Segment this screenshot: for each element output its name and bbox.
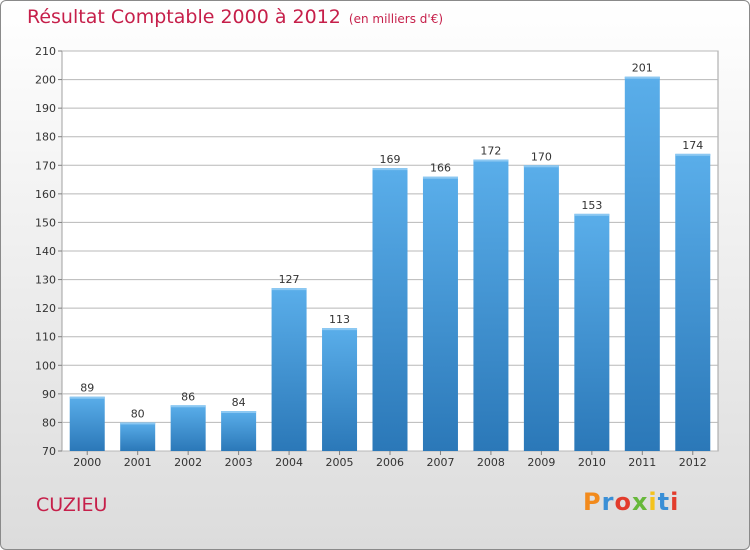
logo-letter: i: [670, 488, 680, 516]
bar: [473, 159, 509, 452]
bar: [624, 76, 660, 451]
bar: [675, 153, 711, 451]
x-tick-label: 2005: [326, 456, 354, 469]
logo-letter: o: [614, 488, 632, 516]
bar: [69, 396, 105, 451]
x-tick-label: 2004: [275, 456, 303, 469]
y-tick-label: 190: [35, 102, 56, 115]
y-tick-label: 180: [35, 131, 56, 144]
bar-top-highlight: [221, 411, 257, 413]
bar: [271, 288, 307, 451]
commune-name: CUZIEU: [36, 494, 108, 516]
data-label: 170: [531, 150, 552, 163]
y-tick-label: 140: [35, 245, 56, 258]
y-tick-label: 160: [35, 188, 56, 201]
x-tick-label: 2011: [628, 456, 656, 469]
y-tick-label: 120: [35, 302, 56, 315]
bar-top-highlight: [675, 153, 711, 156]
data-label: 84: [232, 396, 246, 409]
bar-top-highlight: [473, 159, 509, 162]
chart-title: Résultat Comptable 2000 à 2012 (en millie…: [27, 6, 443, 28]
bar: [422, 176, 458, 451]
x-tick-label: 2000: [73, 456, 101, 469]
y-tick-label: 90: [42, 388, 56, 401]
data-label: 166: [430, 162, 451, 175]
y-tick-label: 130: [35, 274, 56, 287]
logo-letter: t: [657, 488, 671, 516]
y-tick-label: 110: [35, 331, 56, 344]
data-label: 89: [80, 382, 94, 395]
x-tick-label: 2003: [225, 456, 253, 469]
proxiti-logo: Proxiti: [583, 488, 679, 516]
bar: [221, 411, 257, 451]
data-label: 113: [329, 313, 350, 326]
data-label: 174: [682, 139, 703, 152]
y-tick-label: 210: [35, 45, 56, 58]
x-tick-label: 2006: [376, 456, 404, 469]
y-tick-label: 200: [35, 74, 56, 87]
x-tick-label: 2007: [426, 456, 454, 469]
bar-top-highlight: [271, 288, 307, 291]
data-label: 86: [181, 390, 195, 403]
data-label: 153: [581, 199, 602, 212]
bar-top-highlight: [574, 213, 610, 216]
bar-top-highlight: [69, 396, 105, 399]
y-tick-label: 150: [35, 216, 56, 229]
logo-letter: r: [601, 488, 615, 516]
bar: [523, 165, 559, 452]
y-tick-label: 80: [42, 416, 56, 429]
logo-letter: P: [583, 488, 602, 516]
y-tick-label: 100: [35, 359, 56, 372]
bar: [170, 405, 206, 451]
y-tick-label: 70: [42, 445, 56, 458]
bar-top-highlight: [372, 168, 408, 171]
x-tick-label: 2009: [527, 456, 555, 469]
bar-top-highlight: [422, 176, 458, 179]
bar-top-highlight: [624, 76, 660, 79]
bar: [120, 422, 156, 451]
logo-letter: i: [648, 488, 658, 516]
chart-unit: (en milliers d'€): [348, 12, 444, 26]
bar-top-highlight: [322, 328, 358, 331]
bar: [322, 328, 358, 451]
logo-letter: x: [631, 488, 649, 516]
x-tick-label: 2008: [477, 456, 505, 469]
bar-top-highlight: [120, 422, 156, 425]
data-label: 172: [480, 145, 501, 158]
x-tick-label: 2002: [174, 456, 202, 469]
x-tick-label: 2012: [679, 456, 707, 469]
bar-top-highlight: [170, 405, 206, 408]
x-tick-label: 2010: [578, 456, 606, 469]
y-tick-label: 170: [35, 159, 56, 172]
data-label: 80: [131, 407, 145, 420]
data-label: 201: [632, 62, 653, 75]
bar-top-highlight: [523, 165, 559, 168]
data-label: 127: [279, 273, 300, 286]
bar: [574, 213, 610, 451]
bar: [372, 168, 408, 451]
x-tick-label: 2001: [124, 456, 152, 469]
data-label: 169: [380, 153, 401, 166]
chart-title-text: Résultat Comptable 2000 à 2012: [27, 6, 341, 28]
